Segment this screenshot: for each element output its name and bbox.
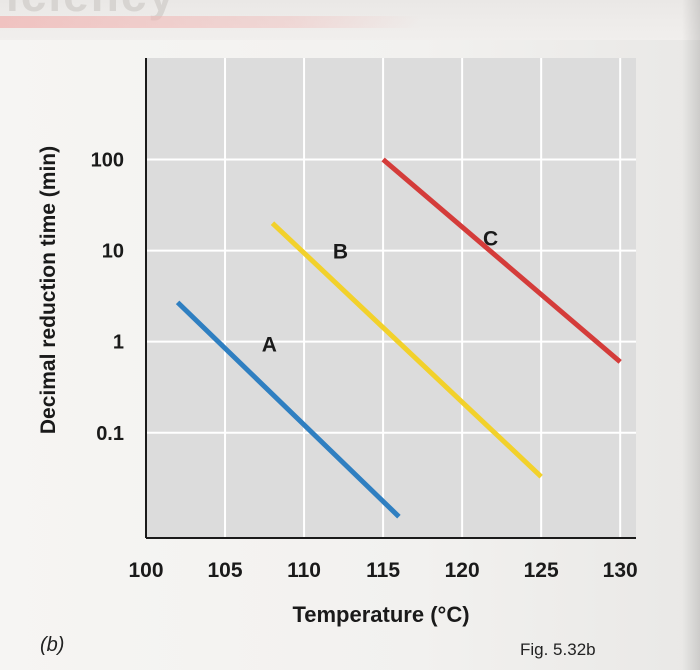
series-label-a: A [262, 334, 277, 357]
x-tick-label-130: 130 [603, 559, 638, 582]
y-tick-label-10: 10 [102, 241, 124, 263]
x-tick-label-110: 110 [287, 559, 321, 582]
x-tick-label-125: 125 [524, 559, 559, 582]
y-tick-label-1: 1 [113, 332, 124, 354]
series-labels: A B C [262, 227, 498, 356]
x-tick-label-100: 100 [128, 559, 163, 582]
page-shadow [682, 0, 700, 670]
plot-area [146, 58, 636, 538]
y-tick-label-100: 100 [91, 149, 124, 171]
x-tick-labels: 100 105 110 115 120 125 130 [128, 559, 637, 582]
top-banner: iciency [0, 0, 700, 40]
series-line-a [175, 300, 401, 519]
series-line-c [381, 157, 622, 364]
figure-label: Fig. 5.32b [520, 640, 596, 659]
series-lines [175, 157, 622, 519]
banner-title: iciency [6, 0, 176, 22]
x-tick-label-115: 115 [366, 559, 400, 582]
x-axis-title: Temperature (°C) [292, 602, 469, 627]
panel-label: (b) [40, 634, 65, 656]
y-tick-labels: 0.1 1 10 100 [91, 149, 124, 444]
x-tick-label-105: 105 [208, 559, 243, 582]
series-label-c: C [483, 227, 498, 250]
banner-stripe [0, 16, 420, 28]
y-tick-label-0_1: 0.1 [96, 423, 124, 445]
series-label-b: B [333, 241, 348, 264]
y-axis-title: Decimal reduction time (min) [37, 146, 60, 434]
series-line-b [270, 221, 543, 479]
x-tick-label-120: 120 [445, 559, 480, 582]
grid-lines [146, 58, 636, 538]
